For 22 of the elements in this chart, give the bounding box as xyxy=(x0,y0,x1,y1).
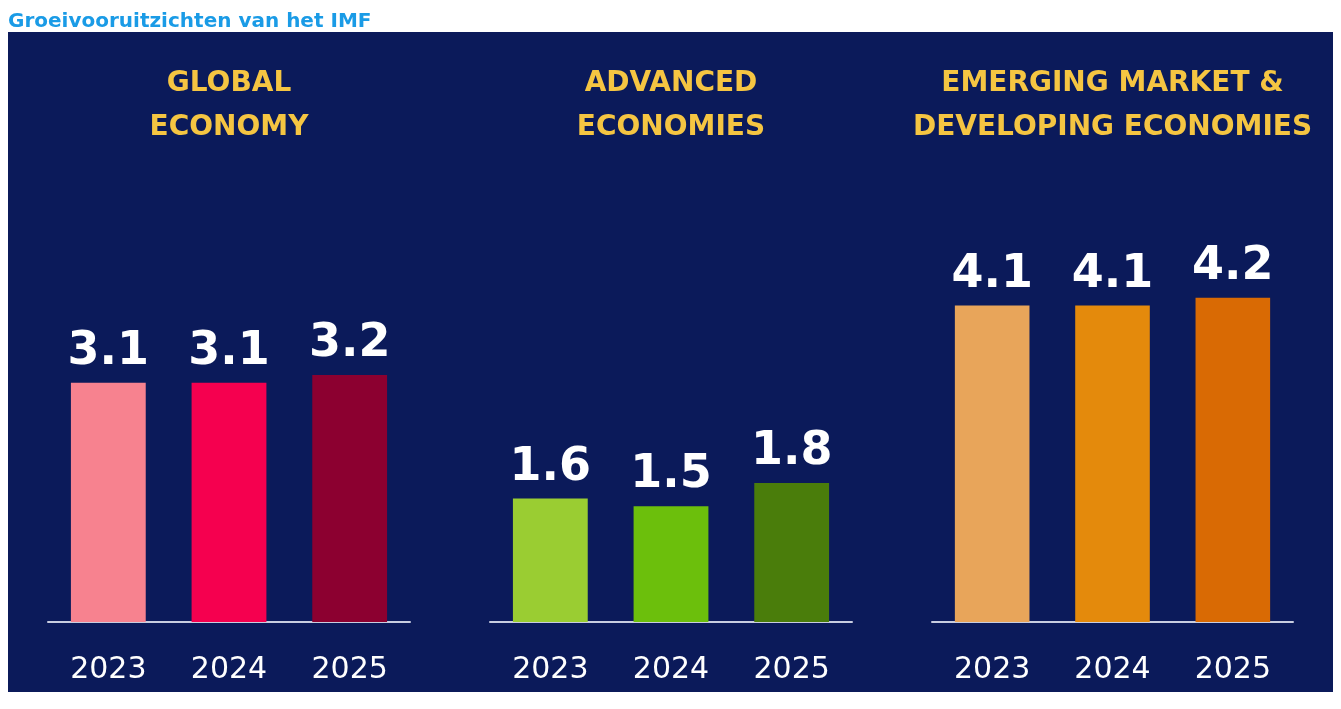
x-tick-label: 2023 xyxy=(512,649,589,685)
data-label: 4.1 xyxy=(1071,243,1154,298)
x-tick-label: 2025 xyxy=(311,649,388,685)
x-tick-label: 2024 xyxy=(1074,649,1151,685)
x-tick-label: 2024 xyxy=(632,649,710,685)
data-label: 1.5 xyxy=(630,444,712,499)
x-tick-label: 2023 xyxy=(953,649,1031,685)
chart-title: ADVANCED ECONOMIES xyxy=(576,64,766,142)
data-label: 1.6 xyxy=(509,436,592,491)
text: Groeivooruitzichten van het IMF xyxy=(8,8,372,32)
chart-title: EMERGING MARKET & DEVELOPING ECONOMIES xyxy=(912,64,1313,142)
data-label: 3.1 xyxy=(188,320,270,375)
data-label: 3.2 xyxy=(308,313,391,368)
data-label: 1.8 xyxy=(750,421,833,476)
x-tick-label: 2025 xyxy=(753,649,830,685)
x-tick-label: 2025 xyxy=(1194,649,1272,685)
x-tick-label: 2024 xyxy=(190,649,268,685)
x-tick-label: 2023 xyxy=(70,649,147,685)
chart-title: GLOBAL ECONOMY xyxy=(149,64,310,142)
data-label: 3.1 xyxy=(67,320,150,375)
data-label: 4.2 xyxy=(1192,235,1274,290)
data-label: 4.1 xyxy=(951,243,1033,298)
